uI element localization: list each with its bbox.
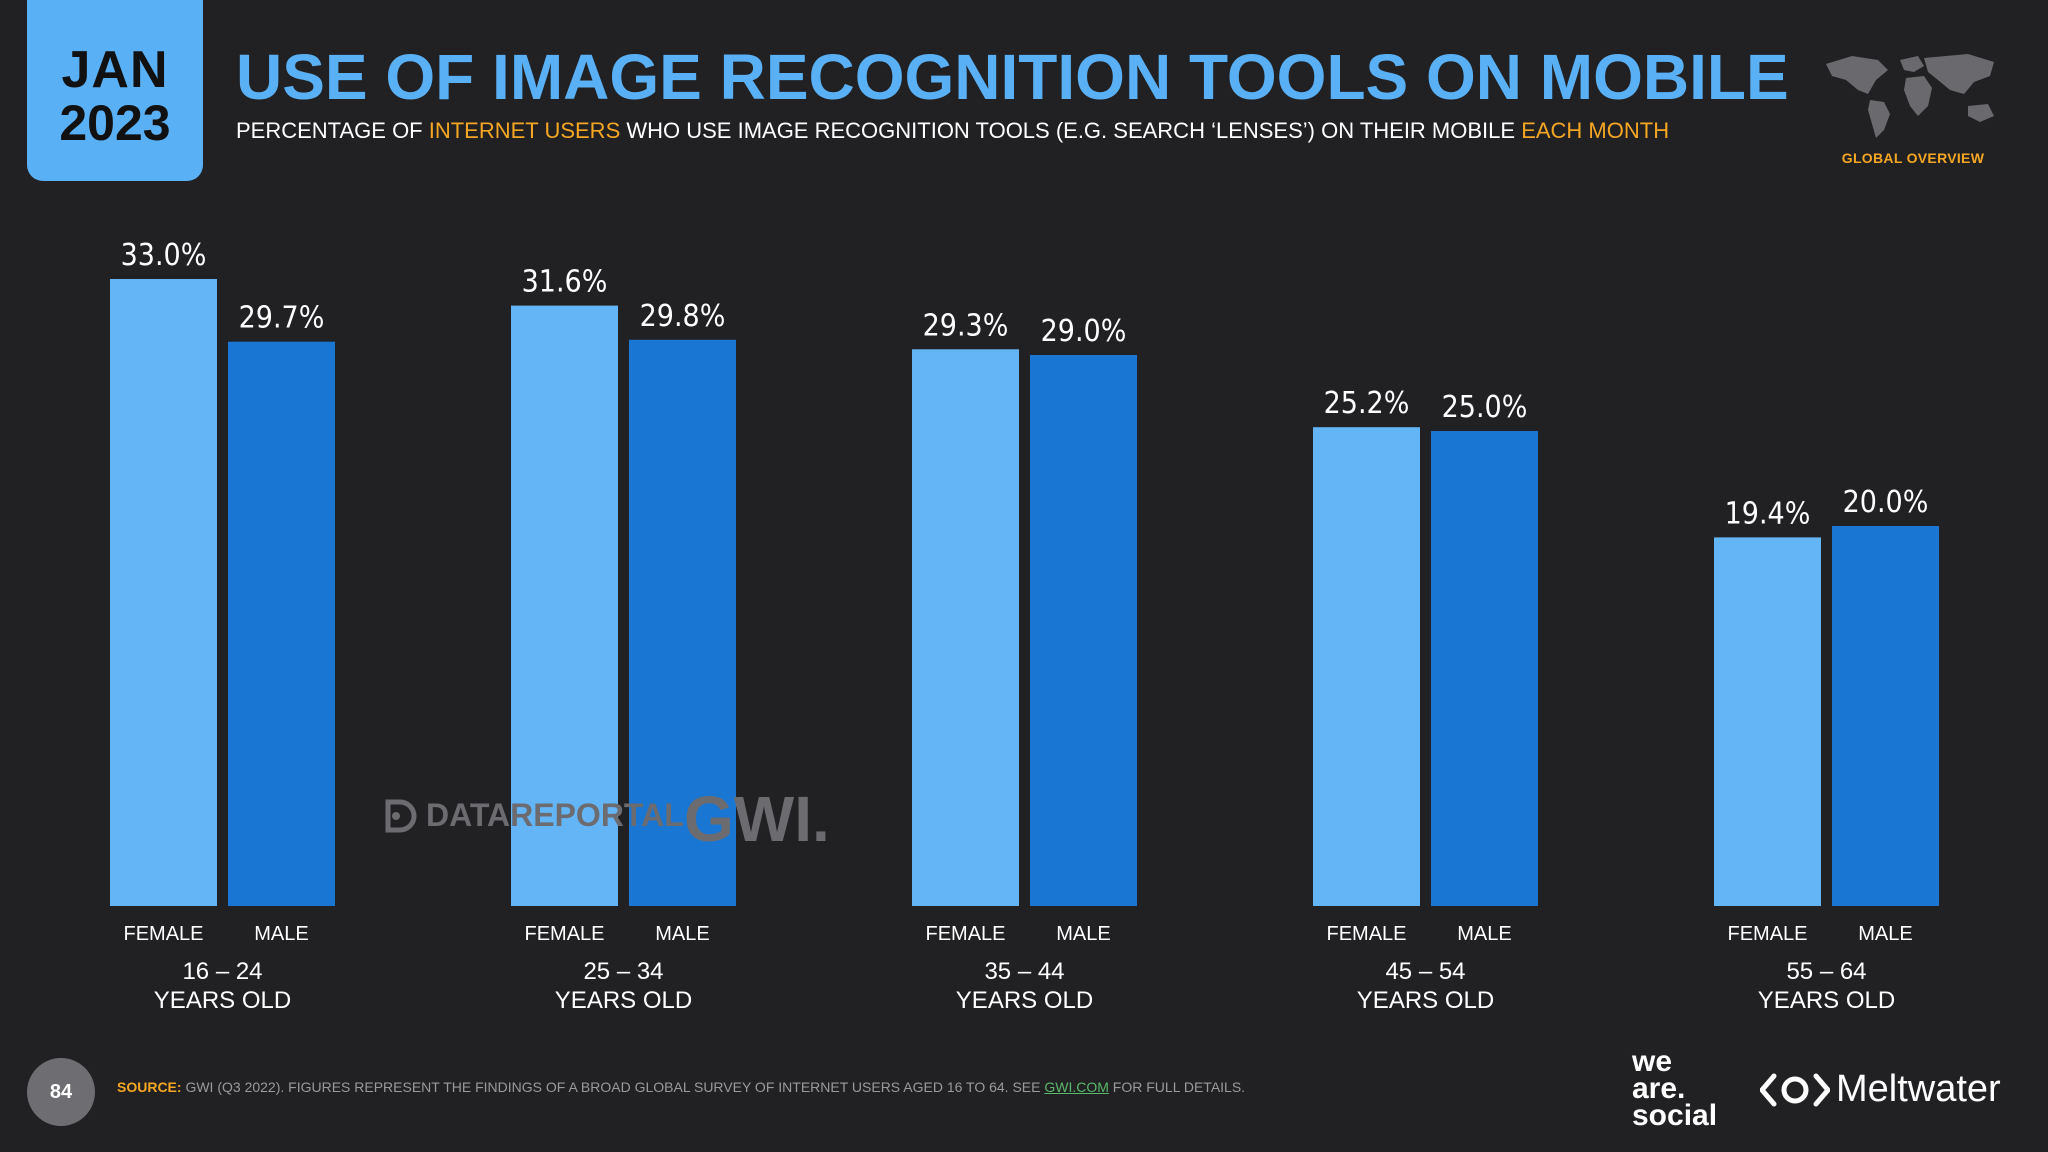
series-label-female-2: FEMALE [925,923,1005,945]
category-label-0: 16 – 24 [182,958,262,985]
datareportal-text: DATAREPORTAL [426,797,684,833]
bar-male-4 [1832,526,1939,906]
subtitle-text-2: WHO USE IMAGE RECOGNITION TOOLS (E.G. SE… [620,118,1522,143]
date-month: JAN [61,40,169,99]
data-label-female-2: 29.3% [923,308,1009,343]
category-suffix-3: YEARS OLD [1357,987,1494,1014]
bar-female-4 [1714,537,1821,906]
series-label-male-2: MALE [1056,923,1110,945]
category-suffix-2: YEARS OLD [956,987,1093,1014]
page-subtitle: PERCENTAGE OF INTERNET USERS WHO USE IMA… [236,118,1669,144]
category-suffix-4: YEARS OLD [1758,987,1895,1014]
source-tail: FOR FULL DETAILS. [1108,1079,1246,1095]
meltwater-logo: Meltwater [1760,1068,2001,1111]
category-label-1: 25 – 34 [583,958,663,985]
meltwater-icon [1760,1073,1830,1106]
meltwater-text: Meltwater [1836,1068,2001,1110]
subtitle-highlight-1: INTERNET USERS [428,118,621,143]
bar-male-2 [1030,355,1137,906]
series-label-female-0: FEMALE [123,923,203,945]
data-label-male-2: 29.0% [1041,314,1127,349]
series-label-male-3: MALE [1457,923,1511,945]
data-label-female-0: 33.0% [121,238,207,273]
series-label-male-0: MALE [254,923,308,945]
subtitle-highlight-2: EACH MONTH [1521,118,1670,143]
category-label-4: 55 – 64 [1786,958,1866,985]
data-label-female-3: 25.2% [1324,386,1410,421]
bar-male-3 [1431,431,1538,906]
date-year: 2023 [59,94,171,151]
bar-male-1 [629,339,736,906]
global-overview-label: GLOBAL OVERVIEW [1841,150,1985,166]
world-map-icon [1826,54,1994,138]
subtitle-text-1: PERCENTAGE OF [236,118,429,143]
bar-female-3 [1313,427,1420,906]
category-label-3: 45 – 54 [1385,958,1465,985]
bar-female-1 [511,305,618,907]
gwi-watermark: GWI. [684,783,830,855]
series-label-female-3: FEMALE [1326,923,1406,945]
logo-line-are: are. [1632,1072,1686,1105]
logo-line-social: social [1632,1099,1718,1132]
source-link[interactable]: GWI.COM [1044,1079,1109,1095]
datareportal-icon [385,799,417,832]
page-number: 84 [27,1058,95,1126]
date-badge: JAN 2023 [27,0,203,181]
logo-line-we: we [1632,1045,1673,1078]
source-note: SOURCE: GWI (Q3 2022). FIGURES REPRESENT… [117,1079,1245,1095]
source-label: SOURCE: [117,1079,182,1095]
we-are-social-logo: we are. social [1632,1045,1718,1132]
bar-female-2 [912,349,1019,906]
series-label-male-4: MALE [1858,923,1912,945]
data-label-female-1: 31.6% [522,265,608,300]
source-text: GWI (Q3 2022). FIGURES REPRESENT THE FIN… [181,1079,1045,1095]
bar-male-0 [228,341,335,906]
data-label-female-4: 19.4% [1725,496,1811,531]
data-label-male-3: 25.0% [1442,390,1528,425]
series-label-female-4: FEMALE [1727,923,1807,945]
category-suffix-1: YEARS OLD [555,987,692,1014]
data-label-male-1: 29.8% [640,299,726,334]
series-label-male-1: MALE [655,923,709,945]
page-title: USE OF IMAGE RECOGNITION TOOLS ON MOBILE [236,41,1789,113]
category-label-2: 35 – 44 [984,958,1064,985]
data-label-male-0: 29.7% [239,301,325,336]
bar-female-0 [110,279,217,906]
category-suffix-0: YEARS OLD [154,987,291,1014]
series-label-female-1: FEMALE [524,923,604,945]
datareportal-watermark: DATAREPORTAL [384,797,684,834]
data-label-male-4: 20.0% [1843,485,1929,520]
